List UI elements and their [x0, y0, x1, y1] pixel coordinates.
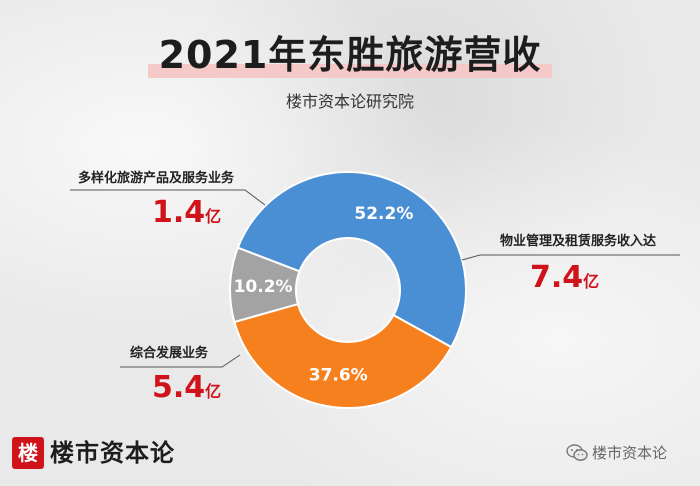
callout-amount-comprehensive: 5.4 — [152, 370, 206, 405]
callout-unit-property: 亿 — [583, 272, 600, 291]
percent-labels: 52.2% 37.6% 10.2% — [234, 204, 414, 385]
callout-value-property: 7.4亿 — [530, 262, 599, 294]
chart-title: 2021年东胜旅游营收 — [158, 33, 542, 77]
callout-amount-property: 7.4 — [530, 260, 584, 295]
slice-property-service — [236, 171, 467, 349]
wechat-icon — [566, 444, 588, 461]
brand-logo: 楼 — [12, 437, 44, 469]
watermark-text: 楼市资本论 — [592, 444, 668, 462]
leader-line-comprehensive — [120, 354, 241, 368]
title-highlight — [148, 64, 552, 78]
callout-label-comprehensive: 综合发展业务 — [130, 346, 209, 361]
percent-label: 37.6% — [309, 365, 368, 385]
callout-label-diversified: 多样化旅游产品及服务业务 — [78, 171, 235, 186]
leader-line-diversified — [70, 189, 266, 206]
callout-unit-comprehensive: 亿 — [205, 382, 222, 401]
slice-diversified-tourism — [229, 246, 301, 324]
percent-label: 10.2% — [234, 277, 293, 297]
callout-label-property: 物业管理及租赁服务收入达 — [500, 234, 657, 249]
chart-subtitle: 楼市资本论研究院 — [285, 92, 414, 111]
leader-lines — [70, 189, 680, 368]
callout-value-diversified: 1.4亿 — [152, 197, 221, 229]
percent-label: 52.2% — [354, 204, 413, 224]
slice-comprehensive-dev — [233, 302, 453, 409]
brand-name: 楼市资本论 — [50, 439, 175, 467]
callout-amount-diversified: 1.4 — [152, 195, 206, 230]
title-block: 2021年东胜旅游营收 — [148, 30, 552, 84]
leader-line-property — [461, 254, 680, 261]
callout-unit-diversified: 亿 — [205, 207, 222, 226]
callout-value-comprehensive: 5.4亿 — [152, 372, 221, 404]
donut-slices — [229, 171, 467, 409]
